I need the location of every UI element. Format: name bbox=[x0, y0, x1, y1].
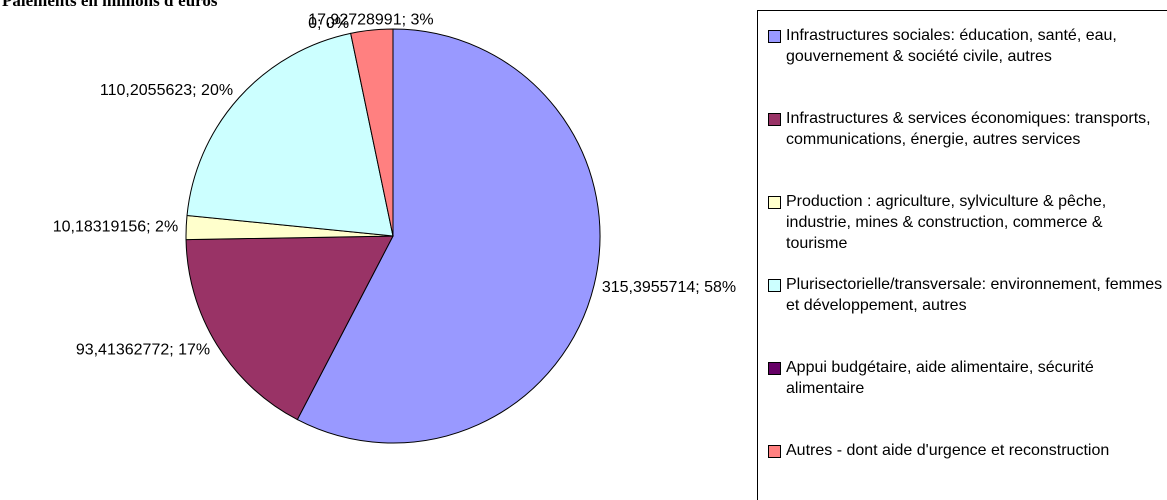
legend-label: Production : agriculture, sylviculture &… bbox=[786, 193, 1107, 252]
data-label: 0; 0% bbox=[308, 15, 349, 32]
legend-swatch bbox=[768, 113, 781, 126]
legend-entry: Appui budgétaire, aide alimentaire, sécu… bbox=[768, 357, 1166, 440]
legend-swatch bbox=[768, 30, 781, 43]
data-label: 93,41362772; 17% bbox=[76, 341, 210, 358]
chart-title: Paiements en millions d'euros bbox=[2, 0, 218, 10]
pie-area: 315,3955714; 58% 93,41362772; 17% 10,18319… bbox=[53, 11, 736, 444]
legend-entry: Autres - dont aide d'urgence et reconstr… bbox=[768, 440, 1166, 500]
legend-entry: Infrastructures sociales: éducation, san… bbox=[768, 25, 1166, 108]
pie-slice bbox=[350, 28, 394, 237]
legend-entry: Infrastructures & services économiques: … bbox=[768, 108, 1166, 191]
legend-label: Infrastructures & services économiques: … bbox=[786, 110, 1151, 148]
legend-swatch bbox=[768, 279, 781, 292]
pie-slice bbox=[185, 235, 394, 421]
legend-swatch bbox=[768, 362, 781, 375]
legend-swatch bbox=[768, 196, 781, 209]
data-label: 110,2055623; 20% bbox=[100, 82, 233, 99]
data-label: 315,3955714; 58% bbox=[602, 279, 736, 296]
legend-label: Infrastructures sociales: éducation, san… bbox=[786, 27, 1117, 65]
legend-label: Plurisectorielle/transversale: environne… bbox=[786, 276, 1163, 314]
legend-entry: Plurisectorielle/transversale: environne… bbox=[768, 274, 1166, 357]
legend-label: Appui budgétaire, aide alimentaire, sécu… bbox=[786, 359, 1094, 397]
pie-slice bbox=[296, 28, 601, 444]
legend-label: Autres - dont aide d'urgence et reconstr… bbox=[786, 442, 1110, 459]
legend-entry: Production : agriculture, sylviculture &… bbox=[768, 191, 1166, 274]
legend-swatch bbox=[768, 445, 781, 458]
legend: Infrastructures sociales: éducation, san… bbox=[757, 10, 1167, 500]
data-label: 17,92728991; 3% bbox=[308, 11, 433, 28]
pie-slice bbox=[186, 32, 394, 237]
data-label: 10,18319156; 2% bbox=[53, 218, 178, 235]
